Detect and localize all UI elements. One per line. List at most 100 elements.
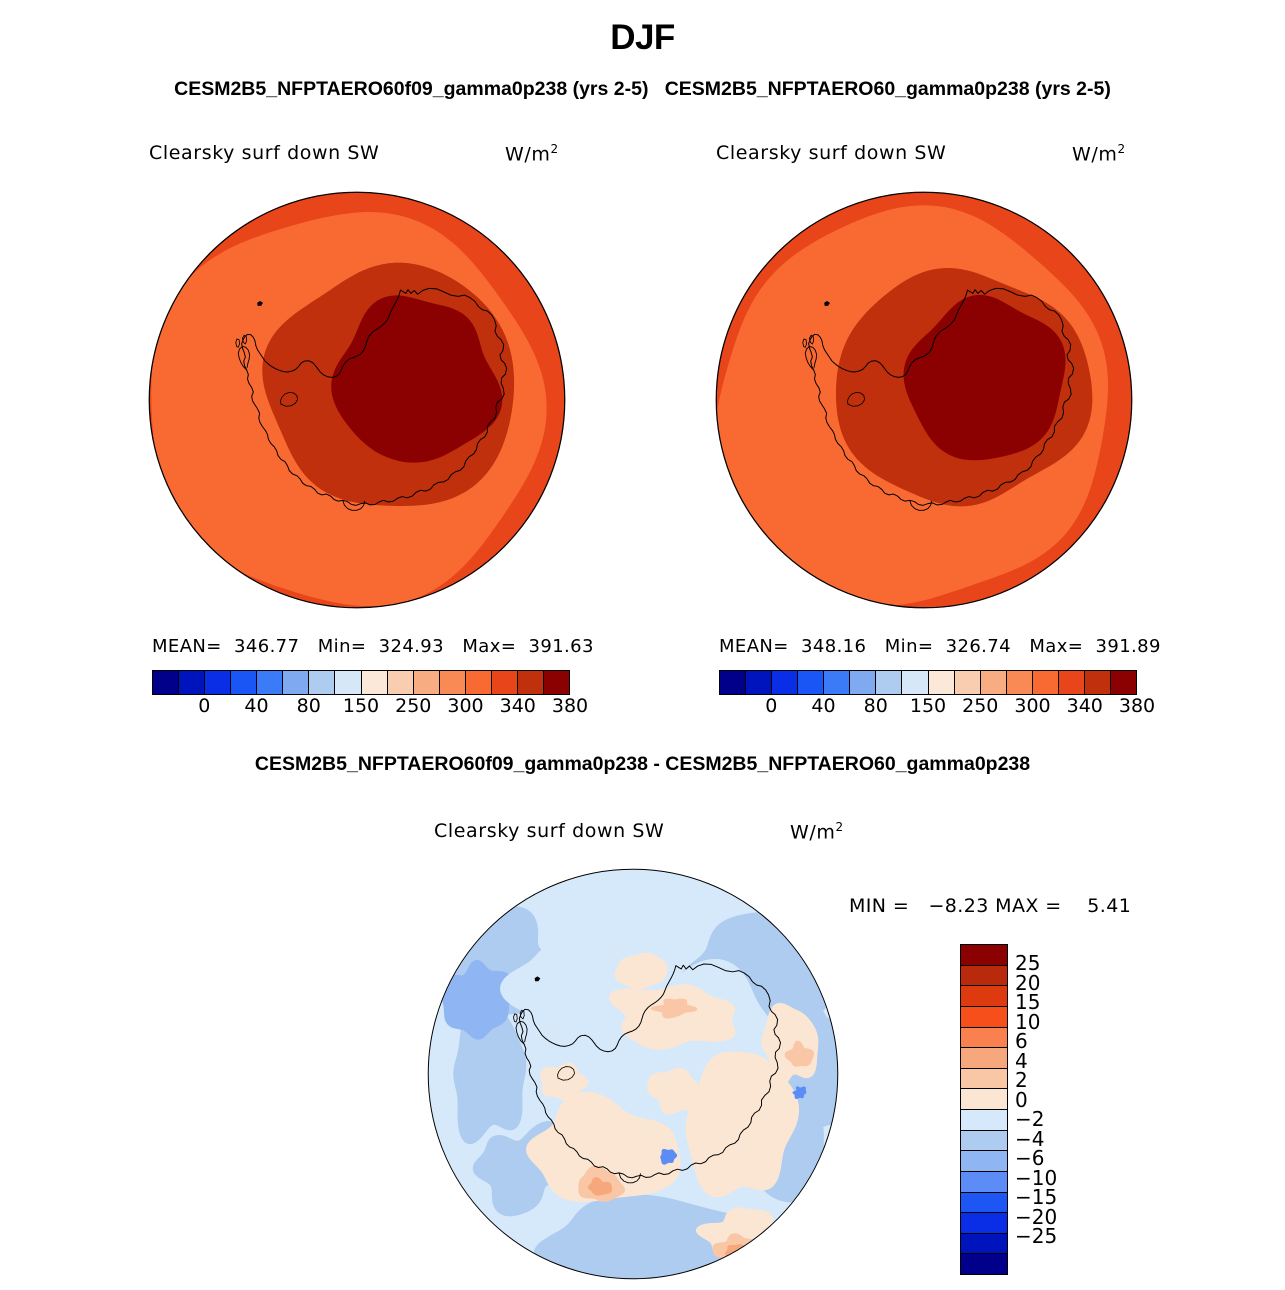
island-outline	[242, 334, 248, 345]
left-panel-stats: MEAN= 346.77 Min= 324.93 Max= 391.63	[152, 636, 594, 657]
contour-band-peach0	[647, 1067, 699, 1115]
ronne-ice-shelf-edge	[557, 1066, 575, 1081]
colorbar-cell	[961, 965, 1007, 987]
units-text: W/m	[1072, 143, 1118, 166]
contour-band-blue4	[534, 1194, 766, 1279]
colorbar-cell	[961, 1089, 1007, 1110]
contour-band-peach2	[784, 1040, 815, 1067]
contour-band-core	[903, 294, 1066, 461]
colorbar-tick-label: −6	[1015, 1146, 1045, 1171]
colorbar-cell	[961, 986, 1007, 1007]
colorbar-tick-label: 340	[1066, 695, 1103, 717]
ronne-ice-shelf-edge	[847, 392, 866, 407]
coastline	[241, 287, 508, 506]
contour-band-deep-blue	[792, 1086, 807, 1099]
colorbar-tick-label: 250	[962, 695, 999, 717]
contour-band-peach0	[526, 1091, 681, 1203]
difference-colorbar-labels: 25 20 15 10 6 4 2 0 −2 −4 −6 −10 −15 −20 −25	[1015, 944, 1085, 1275]
peninsula-outline	[237, 346, 251, 371]
island-outline	[809, 334, 815, 345]
colorbar-cell	[772, 671, 799, 694]
ronne-ice-shelf-edge	[280, 392, 299, 407]
right-panel-variable-label: Clearsky surf down SW	[716, 142, 947, 164]
colorbar-cell	[961, 1233, 1007, 1255]
colorbar-tick-label: 4	[1015, 1048, 1028, 1073]
contour-band-peach0	[761, 1002, 819, 1092]
small-island	[534, 976, 541, 982]
colorbar-cell	[439, 671, 466, 694]
colorbar-tick-label: 2	[1015, 1068, 1028, 1093]
colorbar-cell	[824, 671, 851, 694]
colorbar-cell	[179, 671, 206, 694]
colorbar-tick-label: −2	[1015, 1107, 1045, 1132]
units-text: W/m	[505, 143, 551, 166]
left-panel-variable-label: Clearsky surf down SW	[149, 142, 380, 164]
left-panel-colorbar-labels: 0 40 80 150 250 300 340 380	[152, 695, 588, 721]
colorbar-cell	[961, 1213, 1007, 1234]
colorbar-cell	[517, 671, 544, 694]
colorbar-cell	[465, 671, 492, 694]
units-exponent: 2	[550, 142, 559, 156]
colorbar-cell	[961, 1027, 1007, 1049]
colorbar-tick-label: 300	[1014, 695, 1051, 717]
coastline	[808, 287, 1075, 506]
peninsula-outline	[515, 1020, 528, 1045]
contour-band-blue4	[453, 1007, 527, 1145]
units-text: W/m	[790, 821, 836, 844]
colorbar-cell	[961, 1068, 1007, 1090]
map-boundary-circle	[715, 191, 1133, 609]
absolute-field-contours	[715, 191, 1133, 609]
map-boundary-circle	[427, 868, 839, 1280]
contour-band-core	[331, 295, 503, 463]
colorbar-cell	[1110, 671, 1136, 694]
colorbar-cell	[850, 671, 877, 694]
colorbar-cell	[335, 671, 362, 694]
left-panel-colorbar	[152, 670, 570, 695]
island-outline	[513, 1013, 518, 1023]
colorbar-tick-label: 0	[765, 695, 778, 717]
case-titles: CESM2B5_NFPTAERO60f09_gamma0p238 (yrs 2-…	[174, 78, 1111, 100]
colorbar-cell	[961, 945, 1007, 966]
small-island	[824, 300, 830, 306]
left-panel-units: W/m2	[505, 142, 559, 165]
colorbar-tick-label: 25	[1015, 951, 1041, 976]
colorbar-cell	[153, 671, 180, 694]
colorbar-tick-label: −25	[1015, 1224, 1058, 1249]
ross-ice-shelf-edge	[618, 1172, 641, 1184]
contour-band-blue6	[437, 959, 513, 1040]
difference-title: CESM2B5_NFPTAERO60f09_gamma0p238 - CESM2…	[254, 753, 1031, 775]
colorbar-cell	[961, 1048, 1007, 1069]
contour-band-peach2	[650, 998, 698, 1019]
contour-band-peach0	[614, 952, 668, 990]
colorbar-cell	[961, 1192, 1007, 1214]
colorbar-cell	[928, 671, 955, 694]
colorbar-tick-label: 40	[811, 695, 836, 717]
peninsula-outline	[804, 346, 818, 371]
right-panel-colorbar	[719, 670, 1137, 695]
colorbar-tick-label: 0	[198, 695, 211, 717]
colorbar-tick-label: 0	[1015, 1087, 1028, 1112]
colorbar-cell	[961, 1130, 1007, 1152]
ross-ice-shelf-edge	[342, 499, 365, 511]
units-exponent: 2	[1117, 142, 1126, 156]
colorbar-cell	[387, 671, 414, 694]
difference-field-contours	[427, 868, 839, 1280]
colorbar-cell	[961, 1110, 1007, 1131]
colorbar-cell	[1084, 671, 1111, 694]
island-outline	[802, 338, 807, 348]
colorbar-cell	[1032, 671, 1059, 694]
right-panel-units: W/m2	[1072, 142, 1126, 165]
difference-map	[427, 868, 839, 1280]
colorbar-tick-label: 80	[863, 695, 888, 717]
colorbar-tick-label: −15	[1015, 1185, 1058, 1210]
map-boundary-circle	[148, 191, 566, 609]
colorbar-cell	[961, 1151, 1007, 1172]
colorbar-cell	[746, 671, 773, 694]
colorbar-cell	[902, 671, 929, 694]
difference-minmax: MIN = −8.23 MAX = 5.41	[849, 895, 1132, 917]
colorbar-cell	[361, 671, 388, 694]
absolute-field-contours	[148, 191, 566, 609]
colorbar-tick-label: 150	[909, 695, 947, 717]
colorbar-tick-label: 250	[395, 695, 432, 717]
colorbar-cell	[798, 671, 825, 694]
